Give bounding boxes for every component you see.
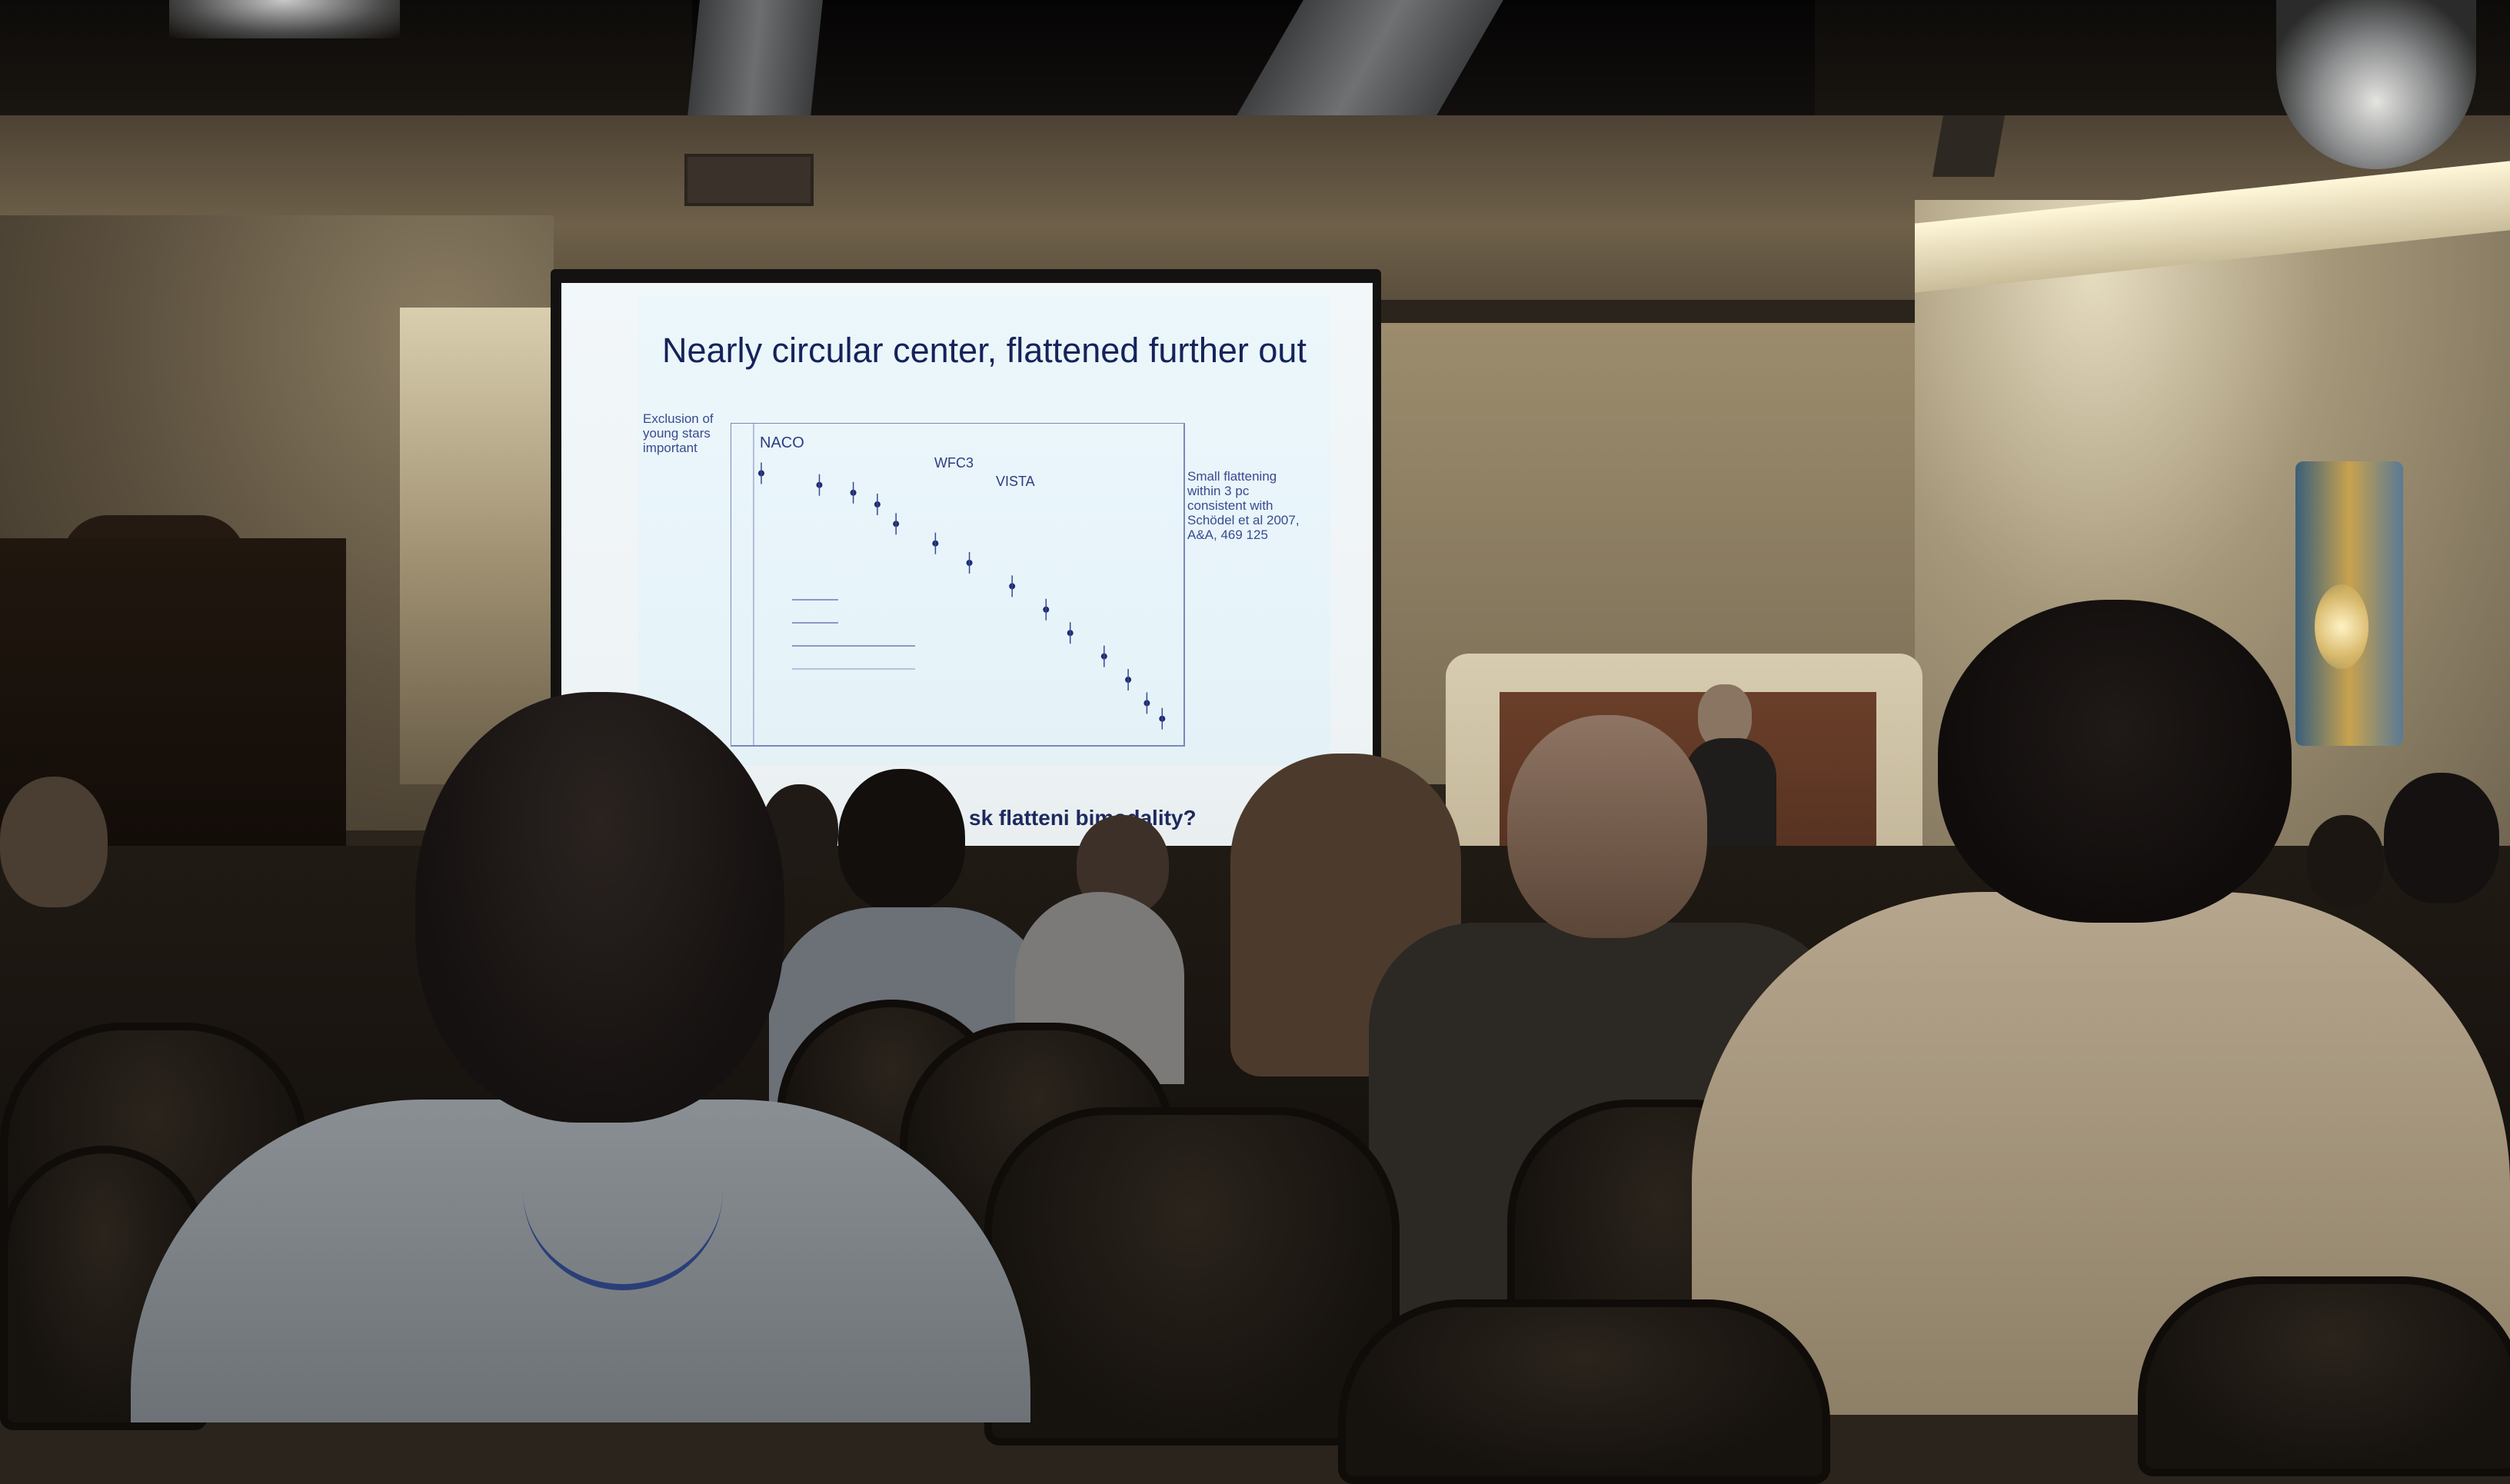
plot-legend bbox=[792, 599, 915, 670]
audience-head bbox=[2307, 815, 2384, 907]
label-vista: VISTA bbox=[996, 474, 1035, 489]
chandelier-left bbox=[169, 0, 400, 38]
chair-foreground bbox=[1338, 1299, 1830, 1484]
slide-title: Nearly circular center, flattened furthe… bbox=[662, 331, 1307, 370]
chair-foreground bbox=[2138, 1276, 2510, 1476]
audience-head bbox=[0, 777, 108, 907]
slide-footer-text: sk flatteni bimodality? bbox=[969, 806, 1197, 830]
sconce-glow bbox=[2315, 584, 2369, 669]
slide-note-left: Exclusion of young stars important bbox=[643, 411, 714, 455]
air-vent bbox=[684, 154, 814, 206]
plot-frame bbox=[731, 423, 1185, 747]
slide-plot: NACO WFC3 VISTA bbox=[731, 423, 1185, 747]
plot-points bbox=[758, 462, 1166, 730]
lanyard bbox=[523, 1184, 723, 1290]
label-naco: NACO bbox=[760, 434, 804, 451]
air-vent-right bbox=[1932, 115, 2006, 177]
chandelier-right bbox=[2276, 0, 2476, 169]
audience-head bbox=[2384, 773, 2499, 903]
audience-head-foreground-left bbox=[415, 692, 784, 1123]
audience-head-bald bbox=[1507, 715, 1707, 938]
audience-head-foreground-right bbox=[1938, 600, 2292, 923]
chair bbox=[984, 1107, 1400, 1446]
slide-note-right: Small flattening within 3 pc consistent … bbox=[1187, 469, 1300, 542]
audience-head bbox=[838, 769, 965, 911]
label-wfc3: WFC3 bbox=[934, 455, 974, 471]
wall-light-left bbox=[400, 308, 554, 784]
